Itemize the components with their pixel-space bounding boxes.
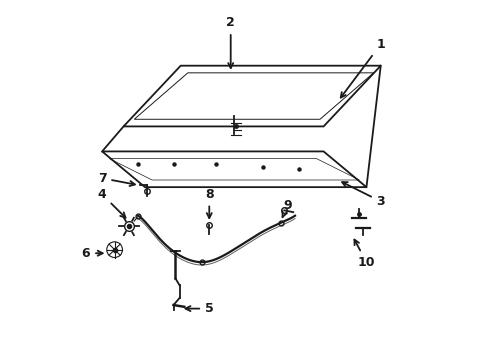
Text: 9: 9 xyxy=(282,198,292,217)
Text: 10: 10 xyxy=(354,240,375,269)
Text: 6: 6 xyxy=(82,247,103,260)
Text: 8: 8 xyxy=(205,188,214,218)
Text: 1: 1 xyxy=(341,38,385,98)
Text: 7: 7 xyxy=(98,172,135,186)
Text: 4: 4 xyxy=(98,188,125,218)
Text: 3: 3 xyxy=(342,182,385,208)
Text: 2: 2 xyxy=(226,16,235,68)
Text: 5: 5 xyxy=(186,302,214,315)
